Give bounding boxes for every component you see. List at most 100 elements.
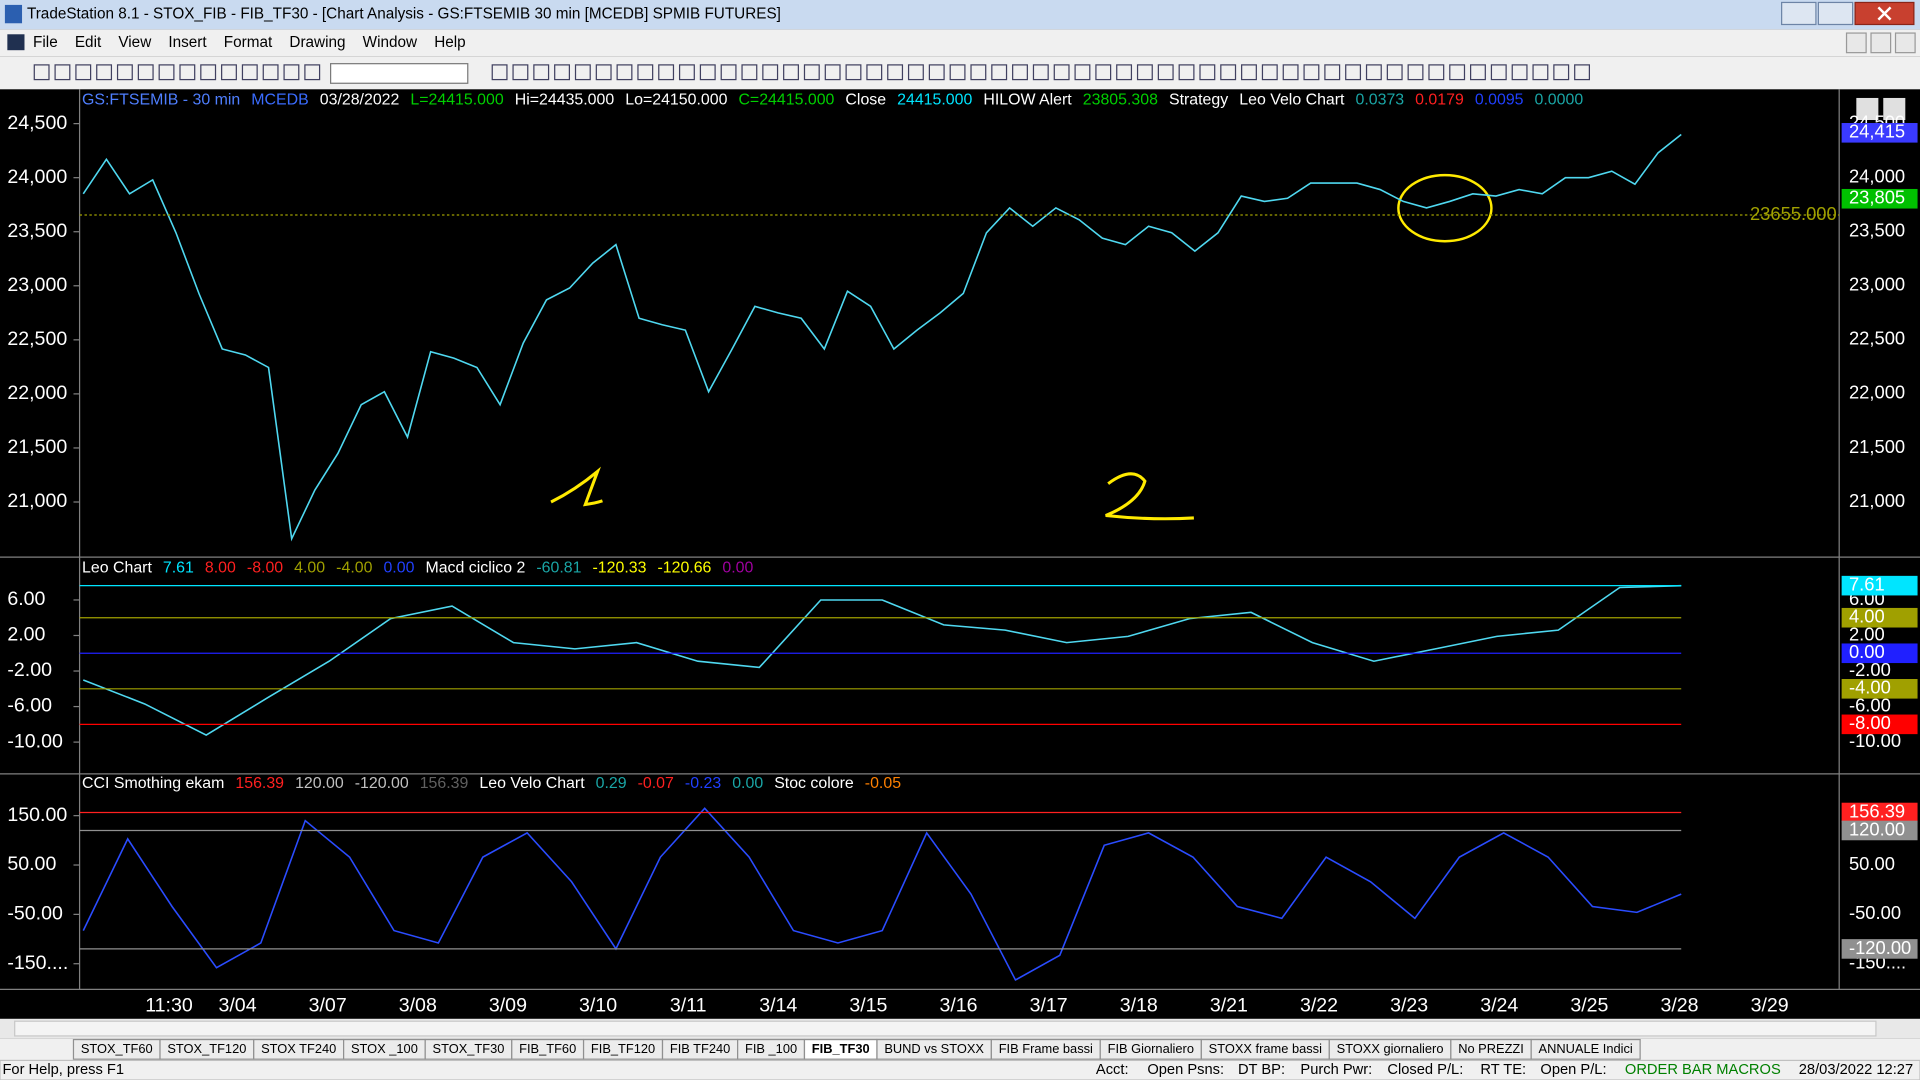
toolbar-icon[interactable]: [491, 64, 508, 81]
tab[interactable]: STOX _100: [343, 1038, 426, 1060]
tab[interactable]: STOX_TF120: [159, 1038, 255, 1060]
toolbar-icon[interactable]: [1574, 64, 1590, 81]
menu-item[interactable]: Help: [434, 34, 465, 51]
doc-min[interactable]: [1845, 32, 1867, 54]
menu-item[interactable]: Format: [224, 34, 273, 51]
tab[interactable]: FIB_TF120: [582, 1038, 664, 1060]
toolbar-icon[interactable]: [158, 64, 175, 81]
toolbar-icon[interactable]: [1012, 64, 1028, 81]
toolbar-icon[interactable]: [678, 64, 695, 81]
tab[interactable]: STOX_TF30: [424, 1038, 513, 1060]
toolbar-icon[interactable]: [1490, 64, 1507, 81]
toolbar-icon[interactable]: [137, 64, 154, 81]
menu-item[interactable]: File: [33, 34, 58, 51]
doc-restore[interactable]: [1870, 32, 1892, 54]
tab[interactable]: FIB_TF30: [803, 1038, 878, 1060]
toolbar-icon[interactable]: [1032, 64, 1049, 81]
toolbar-icon[interactable]: [1345, 64, 1362, 81]
toolbar-icon[interactable]: [1178, 64, 1195, 81]
toolbar-icon[interactable]: [783, 64, 799, 81]
toolbar-icon[interactable]: [1053, 64, 1070, 81]
toolbar-icon[interactable]: [991, 64, 1008, 81]
tab-label[interactable]: FIB_TF60: [519, 1041, 576, 1056]
menu-item[interactable]: Window: [363, 34, 418, 51]
tab[interactable]: STOX TF240: [253, 1038, 345, 1060]
tab-label[interactable]: STOX_TF120: [167, 1041, 246, 1056]
menu-item[interactable]: Insert: [168, 34, 207, 51]
tab[interactable]: STOXX frame bassi: [1200, 1038, 1330, 1060]
pane-button[interactable]: [1883, 97, 1906, 120]
tab[interactable]: STOXX giornaliero: [1328, 1038, 1452, 1060]
toolbar-icon[interactable]: [1116, 64, 1133, 81]
tab-label[interactable]: FIB Frame bassi: [999, 1041, 1093, 1056]
maximize-button[interactable]: [1817, 1, 1854, 26]
toolbar-icon[interactable]: [1532, 64, 1549, 81]
toolbar-icon[interactable]: [928, 64, 945, 81]
tab-label[interactable]: ANNUALE Indici: [1539, 1041, 1633, 1056]
scroll-thumb[interactable]: [14, 1020, 1877, 1037]
toolbar-icon[interactable]: [1511, 64, 1528, 81]
toolbar-icon[interactable]: [845, 64, 862, 81]
tab-label[interactable]: FIB Giornaliero: [1108, 1041, 1194, 1056]
toolbar-icon[interactable]: [1303, 64, 1320, 81]
toolbar-icon[interactable]: [1386, 64, 1403, 81]
toolbar-icon[interactable]: [1365, 64, 1382, 81]
toolbar-icon[interactable]: [1449, 64, 1466, 81]
tab-label[interactable]: FIB_TF120: [591, 1041, 655, 1056]
toolbar-icon[interactable]: [262, 64, 279, 81]
toolbar-icon[interactable]: [762, 64, 779, 81]
symbol-combo[interactable]: [330, 63, 469, 84]
toolbar-icon[interactable]: [533, 64, 550, 81]
toolbar-icon[interactable]: [283, 64, 300, 81]
toolbar-icon[interactable]: [1470, 64, 1486, 81]
menu-item[interactable]: View: [118, 34, 152, 51]
tab-label[interactable]: STOX _100: [351, 1041, 418, 1056]
tab-label[interactable]: STOX TF240: [261, 1041, 336, 1056]
toolbar-icon[interactable]: [637, 64, 654, 81]
menu-item[interactable]: Edit: [75, 34, 102, 51]
toolbar-icon[interactable]: [949, 64, 966, 81]
toolbar-icon[interactable]: [241, 64, 258, 81]
tab[interactable]: ANNUALE Indici: [1530, 1038, 1641, 1060]
toolbar-icon[interactable]: [33, 64, 50, 81]
toolbar-icon[interactable]: [1282, 64, 1299, 81]
toolbar-icon[interactable]: [720, 64, 737, 81]
toolbar-icon[interactable]: [304, 64, 321, 81]
toolbar-icon[interactable]: [1324, 64, 1341, 81]
toolbar-icon[interactable]: [1241, 64, 1257, 81]
toolbar-icon[interactable]: [1074, 64, 1091, 81]
toolbar-icon[interactable]: [1199, 64, 1216, 81]
toolbar-icon[interactable]: [1095, 64, 1112, 81]
minimize-button[interactable]: [1781, 1, 1817, 26]
toolbar-icon[interactable]: [741, 64, 758, 81]
toolbar-icon[interactable]: [574, 64, 591, 81]
toolbar-icon[interactable]: [1136, 64, 1153, 81]
tab[interactable]: FIB TF240: [661, 1038, 739, 1060]
toolbar-icon[interactable]: [616, 64, 633, 81]
toolbar-icon[interactable]: [116, 64, 133, 81]
toolbar-icon[interactable]: [1157, 64, 1174, 81]
toolbar-icon[interactable]: [887, 64, 904, 81]
doc-close[interactable]: [1894, 32, 1916, 54]
menu-item[interactable]: Drawing: [289, 34, 345, 51]
tab[interactable]: STOX_TF60: [72, 1038, 161, 1060]
toolbar-icon[interactable]: [970, 64, 987, 81]
tab-box[interactable]: [1530, 1038, 1641, 1060]
toolbar-icon[interactable]: [595, 64, 612, 81]
toolbar-icon[interactable]: [96, 64, 113, 81]
tab-label[interactable]: STOX_TF60: [81, 1041, 153, 1056]
toolbar-icon[interactable]: [699, 64, 716, 81]
tab-label[interactable]: FIB TF240: [670, 1041, 730, 1056]
toolbar-icon[interactable]: [512, 64, 529, 81]
toolbar-icon[interactable]: [200, 64, 217, 81]
tab[interactable]: FIB Frame bassi: [990, 1038, 1101, 1060]
tab[interactable]: FIB _100: [737, 1038, 806, 1060]
tab[interactable]: No PREZZI: [1450, 1038, 1532, 1060]
toolbar-icon[interactable]: [907, 64, 924, 81]
pane-button[interactable]: [1856, 97, 1879, 120]
tab-label[interactable]: STOXX frame bassi: [1209, 1041, 1322, 1056]
toolbar-icon[interactable]: [1407, 64, 1424, 81]
toolbar-icon[interactable]: [1553, 64, 1570, 81]
tab-label[interactable]: BUND vs STOXX: [884, 1041, 984, 1056]
toolbar-icon[interactable]: [54, 64, 71, 81]
